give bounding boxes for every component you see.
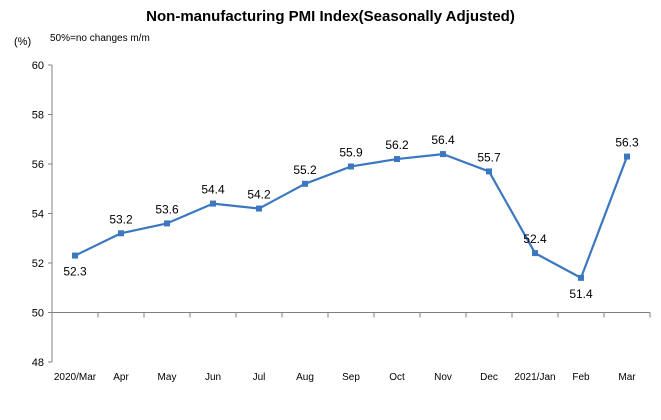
x-tick-label: 2021/Jan <box>514 372 555 383</box>
x-tick-label: Jul <box>253 372 266 383</box>
data-label: 56.2 <box>385 138 409 152</box>
data-label: 52.3 <box>63 265 87 279</box>
x-tick-label: Mar <box>618 372 636 383</box>
data-point <box>302 180 308 187</box>
data-label: 55.9 <box>339 145 363 159</box>
data-label: 54.4 <box>201 183 225 197</box>
y-tick-label: 58 <box>32 110 44 122</box>
x-tick-label: Sep <box>342 372 360 383</box>
data-label: 53.6 <box>155 202 179 216</box>
data-label: 52.4 <box>523 232 547 246</box>
data-point <box>440 151 446 158</box>
x-tick-label: May <box>158 372 177 383</box>
data-point <box>394 156 400 163</box>
data-point <box>72 252 78 259</box>
data-label: 53.2 <box>109 212 133 226</box>
data-label: 51.4 <box>569 287 593 301</box>
y-tick-label: 52 <box>32 258 44 270</box>
x-tick-label: Dec <box>480 372 498 383</box>
x-tick-label: 2020/Mar <box>54 372 97 383</box>
x-tick-label: Apr <box>113 372 129 383</box>
y-tick-label: 54 <box>32 209 44 221</box>
data-point <box>348 163 354 170</box>
data-label: 56.3 <box>615 136 639 150</box>
data-point <box>578 274 584 281</box>
chart-title: Non-manufacturing PMI Index(Seasonally A… <box>146 8 515 25</box>
x-tick-label: Feb <box>572 372 590 383</box>
x-tick-label: Nov <box>434 372 452 383</box>
y-tick-label: 50 <box>32 308 44 320</box>
x-tick-label: Aug <box>296 372 314 383</box>
y-tick-label: 48 <box>32 357 44 369</box>
data-point <box>532 250 538 257</box>
data-point <box>486 168 492 175</box>
data-label: 55.2 <box>293 163 317 177</box>
data-label: 55.7 <box>477 150 501 164</box>
y-axis-label: (%) <box>14 36 32 48</box>
data-label: 54.2 <box>247 188 271 202</box>
x-tick-label: Jun <box>205 372 221 383</box>
y-tick-label: 56 <box>32 159 44 171</box>
y-tick-label: 60 <box>32 60 44 72</box>
x-tick-label: Oct <box>389 372 405 383</box>
data-point <box>210 200 216 207</box>
chart-note: 50%=no changes m/m <box>50 33 150 44</box>
data-label: 56.4 <box>431 133 455 147</box>
data-point <box>256 205 262 212</box>
data-point <box>624 153 630 160</box>
data-point <box>164 220 170 227</box>
data-point <box>118 230 124 237</box>
